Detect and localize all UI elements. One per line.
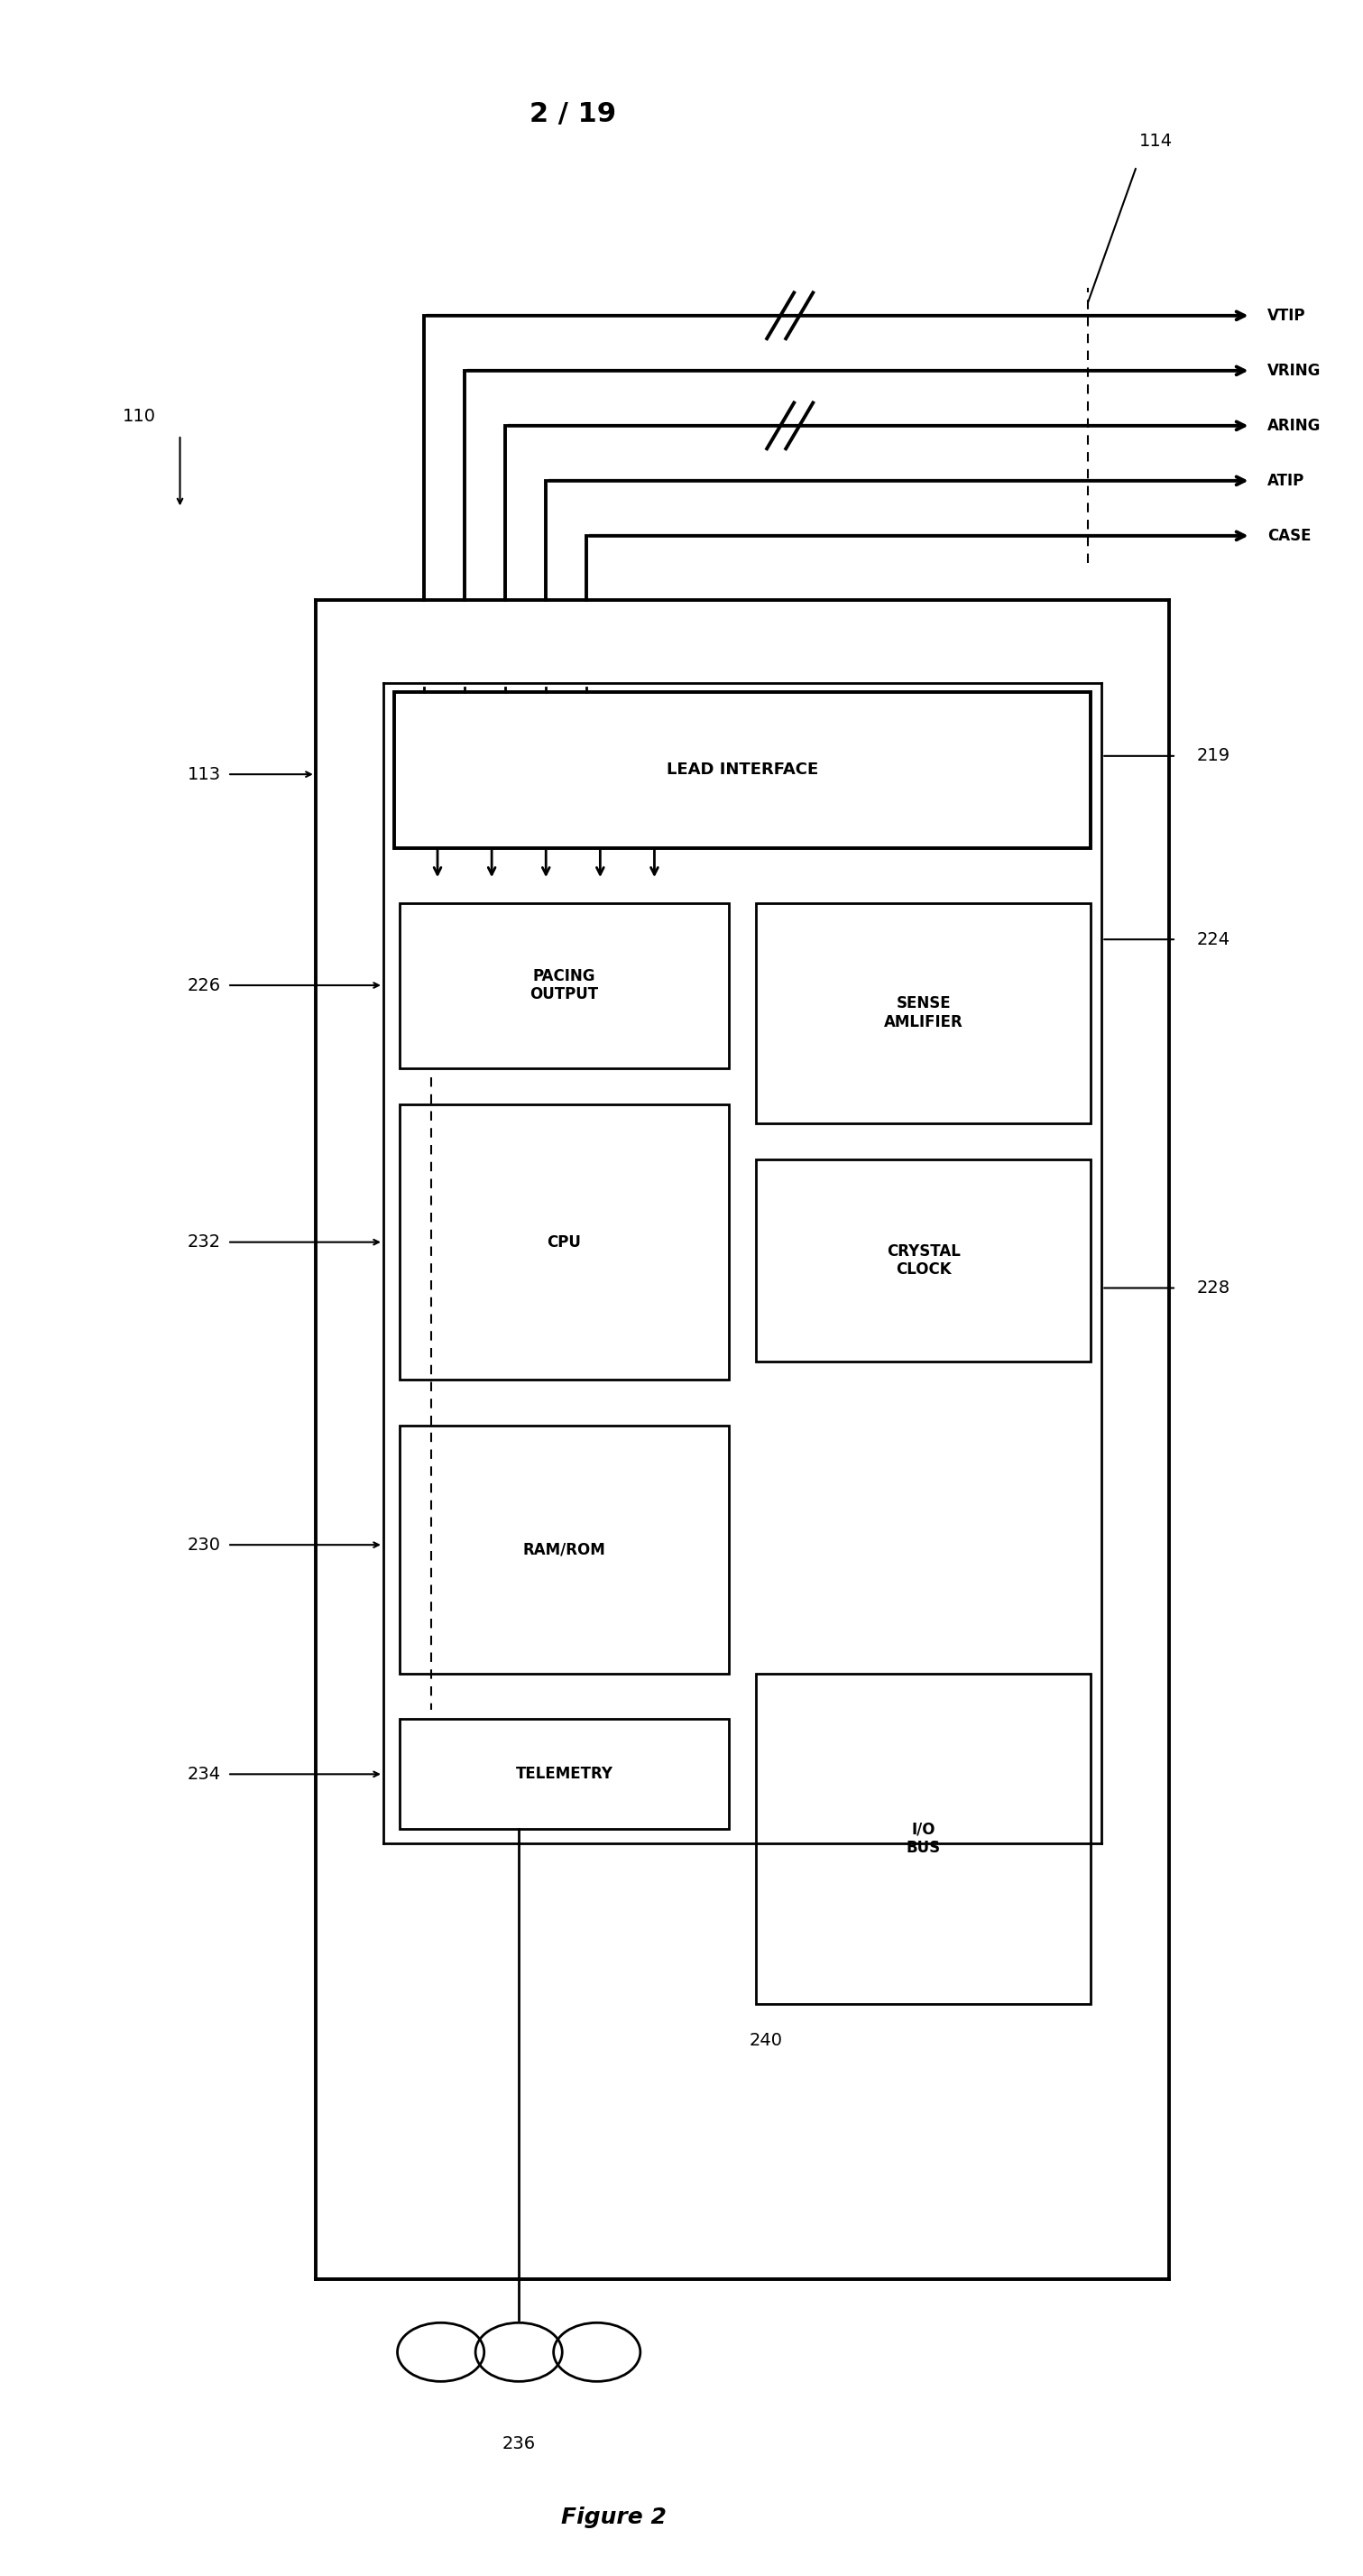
Text: 230: 230 <box>187 1535 221 1553</box>
Text: RAM/ROM: RAM/ROM <box>523 1540 605 1558</box>
Text: VTIP: VTIP <box>1268 307 1306 325</box>
Text: CRYSTAL
CLOCK: CRYSTAL CLOCK <box>886 1244 961 1278</box>
Text: TELEMETRY: TELEMETRY <box>515 1767 613 1783</box>
Bar <box>756 1159 1090 1360</box>
Text: VRING: VRING <box>1268 363 1321 379</box>
Text: 114: 114 <box>1139 134 1172 149</box>
Text: CASE: CASE <box>1268 528 1311 544</box>
Text: CPU: CPU <box>547 1234 582 1249</box>
Text: ARING: ARING <box>1268 417 1321 433</box>
Text: 110: 110 <box>123 407 155 425</box>
Text: 240: 240 <box>750 2032 782 2048</box>
Text: Figure 2: Figure 2 <box>562 2506 667 2527</box>
Text: 232: 232 <box>187 1234 221 1252</box>
Bar <box>399 1105 729 1381</box>
Text: LEAD INTERFACE: LEAD INTERFACE <box>667 762 818 778</box>
Text: I/O
BUS: I/O BUS <box>906 1821 940 1855</box>
Bar <box>394 693 1090 848</box>
Text: 113: 113 <box>187 765 221 783</box>
Text: 234: 234 <box>187 1765 221 1783</box>
Text: ATIP: ATIP <box>1268 471 1304 489</box>
Bar <box>399 1718 729 1829</box>
Bar <box>399 1425 729 1674</box>
Text: 228: 228 <box>1197 1280 1229 1296</box>
Bar <box>399 902 729 1069</box>
Text: 236: 236 <box>502 2434 536 2452</box>
Text: 224: 224 <box>1197 930 1229 948</box>
Bar <box>756 902 1090 1123</box>
Text: SENSE
AMLIFIER: SENSE AMLIFIER <box>883 994 964 1030</box>
Text: PACING
OUTPUT: PACING OUTPUT <box>530 969 598 1002</box>
Text: 226: 226 <box>187 976 221 994</box>
Text: 219: 219 <box>1197 747 1229 765</box>
Text: 2 / 19: 2 / 19 <box>530 100 616 126</box>
Bar <box>756 1674 1090 2004</box>
